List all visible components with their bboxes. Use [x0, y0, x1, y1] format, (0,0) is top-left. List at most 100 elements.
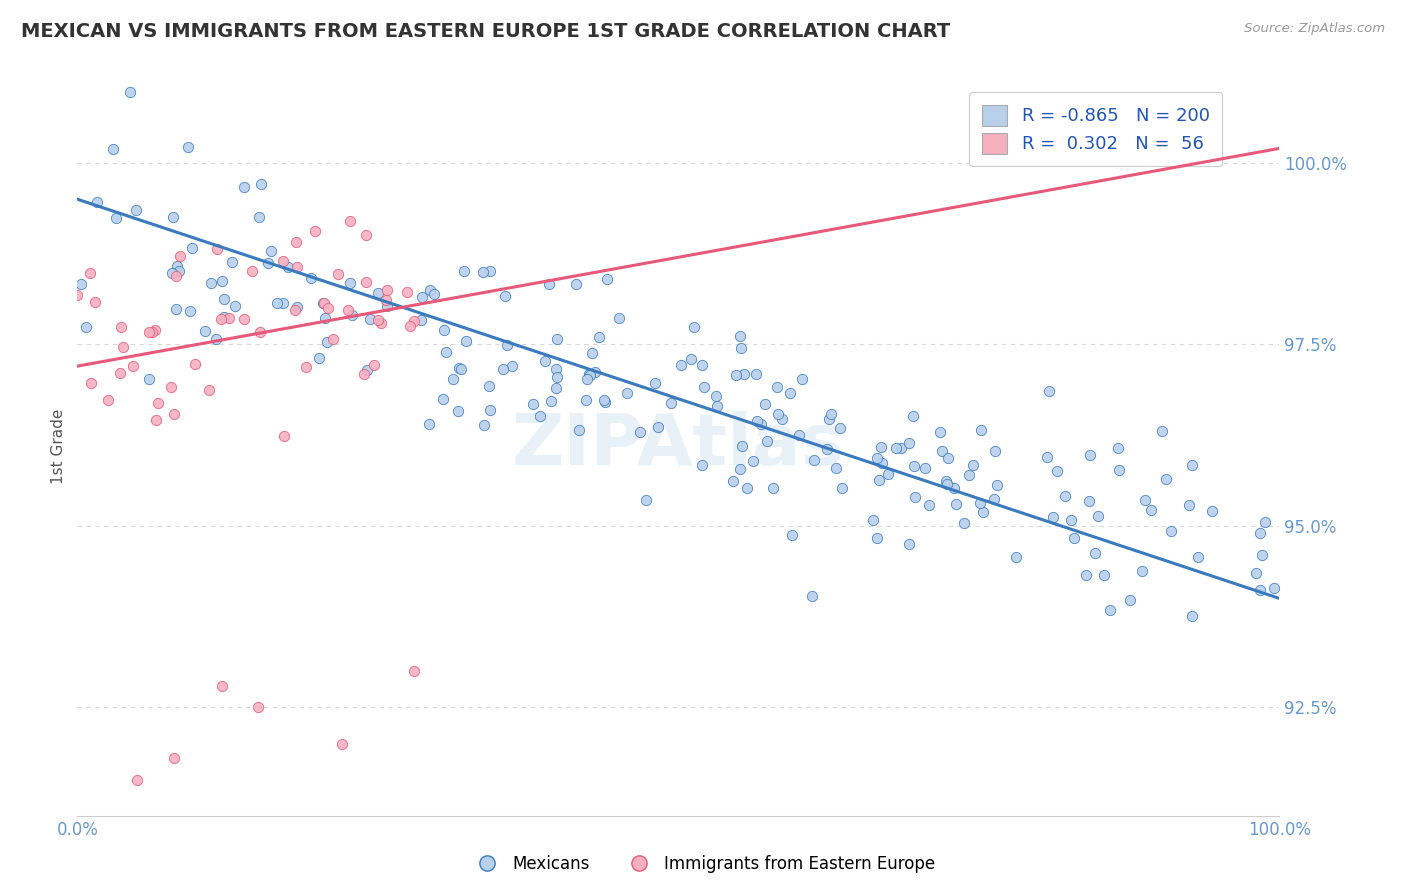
- Point: [862, 513, 884, 527]
- Point: [735, 481, 758, 495]
- Point: [866, 531, 889, 545]
- Point: [359, 312, 381, 326]
- Point: [792, 372, 814, 386]
- Point: [820, 407, 842, 421]
- Point: [1084, 546, 1107, 560]
- Point: [824, 461, 846, 475]
- Point: [138, 372, 160, 386]
- Point: [260, 244, 283, 258]
- Point: [1107, 441, 1129, 455]
- Point: [169, 249, 191, 263]
- Point: [704, 388, 727, 402]
- Point: [163, 407, 186, 421]
- Point: [336, 303, 359, 318]
- Point: [304, 224, 326, 238]
- Point: [184, 358, 207, 372]
- Point: [145, 413, 167, 427]
- Point: [962, 458, 984, 472]
- Point: [1254, 515, 1277, 529]
- Point: [733, 368, 755, 382]
- Point: [588, 330, 610, 344]
- Point: [731, 439, 754, 453]
- Point: [936, 477, 959, 491]
- Point: [194, 324, 217, 338]
- Point: [308, 351, 330, 365]
- Point: [271, 296, 294, 310]
- Point: [83, 295, 105, 310]
- Point: [411, 290, 433, 304]
- Point: [479, 403, 502, 417]
- Point: [1181, 458, 1204, 473]
- Point: [1042, 510, 1064, 524]
- Point: [478, 264, 501, 278]
- Point: [111, 340, 134, 354]
- Point: [284, 235, 307, 250]
- Point: [877, 467, 900, 481]
- Point: [1251, 548, 1274, 562]
- Point: [935, 475, 957, 489]
- Point: [141, 325, 163, 339]
- Point: [929, 425, 952, 439]
- Point: [1099, 602, 1122, 616]
- Point: [1140, 503, 1163, 517]
- Point: [205, 332, 228, 346]
- Point: [284, 303, 307, 318]
- Point: [756, 434, 779, 449]
- Point: [79, 266, 101, 280]
- Point: [1150, 425, 1173, 439]
- Point: [749, 417, 772, 431]
- Point: [232, 179, 254, 194]
- Point: [972, 505, 994, 519]
- Point: [478, 379, 501, 393]
- Point: [931, 444, 953, 458]
- Point: [1201, 504, 1223, 518]
- Point: [165, 268, 187, 283]
- Point: [80, 376, 103, 390]
- Point: [224, 299, 246, 313]
- Point: [221, 255, 243, 269]
- Point: [953, 516, 976, 530]
- Point: [125, 202, 148, 217]
- Point: [683, 319, 706, 334]
- Point: [363, 358, 385, 372]
- Point: [1046, 464, 1069, 478]
- Point: [205, 242, 228, 256]
- Point: [984, 444, 1007, 458]
- Point: [721, 475, 744, 489]
- Point: [544, 361, 567, 376]
- Point: [118, 85, 141, 99]
- Point: [1078, 494, 1101, 508]
- Point: [1178, 498, 1201, 512]
- Point: [869, 440, 891, 454]
- Point: [454, 334, 477, 349]
- Point: [1063, 531, 1085, 545]
- Point: [779, 385, 801, 400]
- Point: [766, 407, 789, 421]
- Point: [742, 453, 765, 467]
- Point: [800, 589, 823, 603]
- Point: [339, 276, 361, 290]
- Point: [803, 452, 825, 467]
- Point: [75, 320, 97, 334]
- Point: [370, 316, 392, 330]
- Point: [1036, 450, 1059, 464]
- Point: [474, 418, 496, 433]
- Point: [728, 329, 751, 343]
- Point: [138, 325, 160, 339]
- Point: [576, 372, 599, 386]
- Point: [492, 362, 515, 376]
- Point: [86, 194, 108, 209]
- Point: [789, 427, 811, 442]
- Point: [200, 277, 222, 291]
- Point: [1160, 524, 1182, 539]
- Point: [97, 392, 120, 407]
- Point: [868, 473, 890, 487]
- Point: [817, 412, 839, 426]
- Point: [105, 211, 128, 225]
- Point: [540, 394, 562, 409]
- Point: [659, 395, 682, 409]
- Point: [693, 380, 716, 394]
- Point: [634, 492, 657, 507]
- Point: [246, 700, 269, 714]
- Point: [669, 358, 692, 372]
